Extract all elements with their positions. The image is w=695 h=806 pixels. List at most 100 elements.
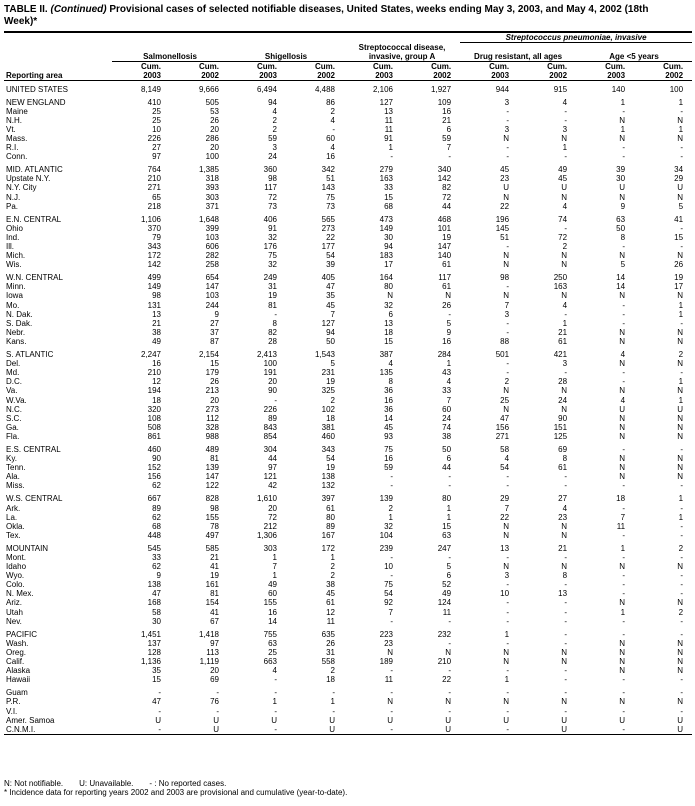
cell: 41	[210, 607, 219, 617]
cell: -	[506, 553, 510, 562]
cell: 23	[558, 512, 568, 522]
cell: N	[677, 647, 684, 657]
cell: N	[445, 647, 452, 657]
cell: 80	[326, 512, 335, 522]
cell: 26	[442, 300, 452, 310]
cell: 19	[326, 377, 335, 387]
cell: 34	[674, 165, 684, 175]
column-header-year: 2003	[375, 70, 393, 80]
cell: 81	[210, 589, 219, 599]
cell: 61	[558, 463, 568, 473]
cell: 102	[321, 404, 335, 414]
cell: -	[680, 143, 684, 153]
cell: -	[274, 675, 277, 685]
cell: 81	[268, 300, 277, 310]
row: Ark. 89 98 20 61 2 1 7 4 - -	[4, 504, 692, 513]
cell: 47	[500, 413, 510, 423]
area-cell: Ala.	[6, 472, 20, 482]
row: Hawaii 15 69 - 18 11 22 1 - - -	[4, 675, 692, 684]
cell: 21	[558, 543, 568, 553]
cell: 15	[152, 675, 161, 685]
cell: 94	[326, 327, 335, 337]
area-cell: Mass.	[6, 133, 28, 143]
cell: 11	[616, 521, 626, 531]
cell: 10	[500, 589, 510, 599]
cell: 286	[205, 133, 219, 143]
column-header-cum: Cum.	[489, 61, 510, 71]
cell: 50	[326, 336, 335, 346]
cell: 156	[495, 422, 510, 432]
cell: 19	[268, 291, 277, 301]
cell: N	[677, 291, 684, 301]
cell: 109	[437, 97, 452, 107]
cell: -	[564, 152, 568, 162]
cell: -	[332, 706, 335, 716]
area-cell: Calif.	[6, 657, 25, 667]
cell: N	[619, 422, 626, 432]
cell: 4,488	[314, 84, 335, 94]
row: Iowa 98 103 19 35 N N N N N N	[4, 291, 692, 300]
row: Tex. 448 497 1,306 167 104 63 N N - -	[4, 531, 692, 540]
cell: 124	[437, 598, 452, 608]
row: S.C. 108 112 89 18 14 24 47 90 N N	[4, 414, 692, 423]
row: C.N.M.I. - U - U - U - U - U	[4, 725, 693, 735]
cell: -	[506, 318, 510, 328]
cell: 210	[147, 368, 161, 378]
cell: 23	[384, 638, 393, 648]
area-cell: Oreg.	[6, 647, 27, 657]
cell: N	[619, 251, 626, 261]
cell: N	[561, 657, 568, 667]
row: W.Va. 18 20 - 2 16 7 25 24 4 1	[4, 396, 692, 405]
cell: 19	[210, 571, 219, 581]
cell: 39	[326, 260, 335, 270]
cell: 11	[384, 675, 393, 685]
cell: 39	[616, 165, 626, 175]
cell: 1	[562, 143, 568, 153]
cell: U	[677, 183, 684, 193]
row: S. ATLANTIC 2,247 2,154 2,413 1,543 387 284 501…	[4, 350, 692, 359]
cell: 1	[678, 395, 684, 405]
cell: 54	[500, 463, 510, 473]
cell: 172	[321, 543, 335, 553]
cell: 1	[504, 629, 510, 639]
cell: 393	[205, 183, 219, 193]
row: Nev. 30 67 14 11 - - - - - -	[4, 617, 692, 626]
cell: 91	[268, 223, 277, 233]
cell: 156	[147, 472, 161, 482]
cell: 4	[272, 106, 277, 116]
row: Wyo. 9 19 1 2 - 6 3 8 - -	[4, 571, 692, 580]
cell: 73	[326, 201, 335, 211]
cell: 81	[210, 454, 219, 464]
cell: 100	[263, 359, 277, 369]
cell: 132	[321, 481, 335, 491]
cell: -	[332, 124, 335, 134]
cell: N	[619, 431, 626, 441]
cell: 30	[152, 616, 161, 626]
column-header: Cum. 2002	[286, 61, 344, 80]
cell: 501	[495, 350, 510, 360]
cell: 29	[500, 494, 510, 504]
cell: 1	[620, 97, 626, 107]
cell: -	[680, 706, 684, 716]
cell: 7	[504, 300, 510, 310]
area-cell: S.C.	[6, 413, 22, 423]
cell: 565	[321, 214, 335, 224]
cell: N	[561, 291, 568, 301]
cell: 4	[330, 143, 335, 153]
cell: 2	[678, 543, 684, 553]
area-cell: Amer. Samoa	[6, 715, 55, 725]
cell: 194	[147, 386, 161, 396]
column-header: Cum. 2002	[518, 61, 576, 80]
cell: -	[680, 571, 684, 581]
cell: 381	[321, 422, 335, 432]
area-cell: Utah	[6, 607, 23, 617]
cell: 3	[504, 571, 510, 581]
cell: -	[564, 580, 568, 590]
cell: 51	[500, 232, 510, 242]
cell: 2,154	[198, 350, 219, 360]
cell: 8	[562, 571, 568, 581]
cell: -	[564, 638, 568, 648]
row: N.Y. City 271 393 117 143 33 82 U U U U	[4, 183, 692, 192]
cell: 53	[210, 106, 219, 116]
cell: 18	[384, 327, 393, 337]
